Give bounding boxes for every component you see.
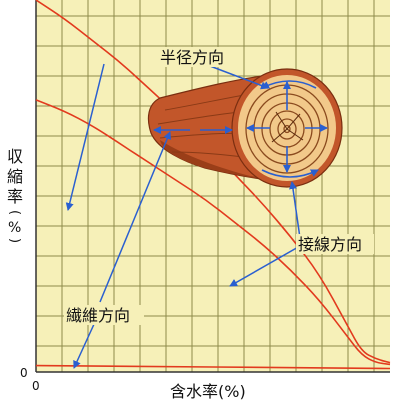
longitudinal-leader-to-curve	[73, 321, 96, 369]
leader-arrows	[65, 63, 301, 369]
curve-radial	[35, 99, 391, 366]
radial-direction-label: 半径方向	[160, 48, 224, 67]
tangential-leader-to-curve	[229, 245, 301, 287]
longitudinal-leader-to-log	[99, 131, 172, 303]
tangential-arrow-bottom	[261, 169, 319, 178]
radial-leader	[209, 65, 269, 90]
log-end-face	[238, 75, 336, 181]
y-axis-origin-tick: 0	[20, 366, 28, 380]
longitudinal-direction-label: 繊維方向	[66, 306, 130, 325]
curve-longitudinal	[35, 364, 391, 370]
x-axis-label: 含水率(%)	[170, 382, 246, 401]
y-label-char-6: )	[7, 238, 22, 243]
tangential-direction-label: 接線方向	[298, 235, 362, 254]
log-illustration	[147, 68, 343, 188]
leader-to-radial-curve	[65, 63, 105, 211]
y-label-char-2: 縮	[7, 167, 23, 186]
y-axis-label: 収 縮 率 ( % )	[7, 147, 23, 243]
y-label-char-4: (	[7, 210, 22, 215]
x-axis-origin-tick: 0	[32, 379, 40, 393]
y-label-char-1: 収	[7, 147, 23, 166]
log-trunk-shade	[160, 140, 300, 182]
y-label-char-3: 率	[7, 187, 23, 206]
y-label-char-5: %	[8, 220, 21, 236]
tangential-leader-to-log	[289, 181, 301, 239]
log-checks	[271, 111, 304, 143]
